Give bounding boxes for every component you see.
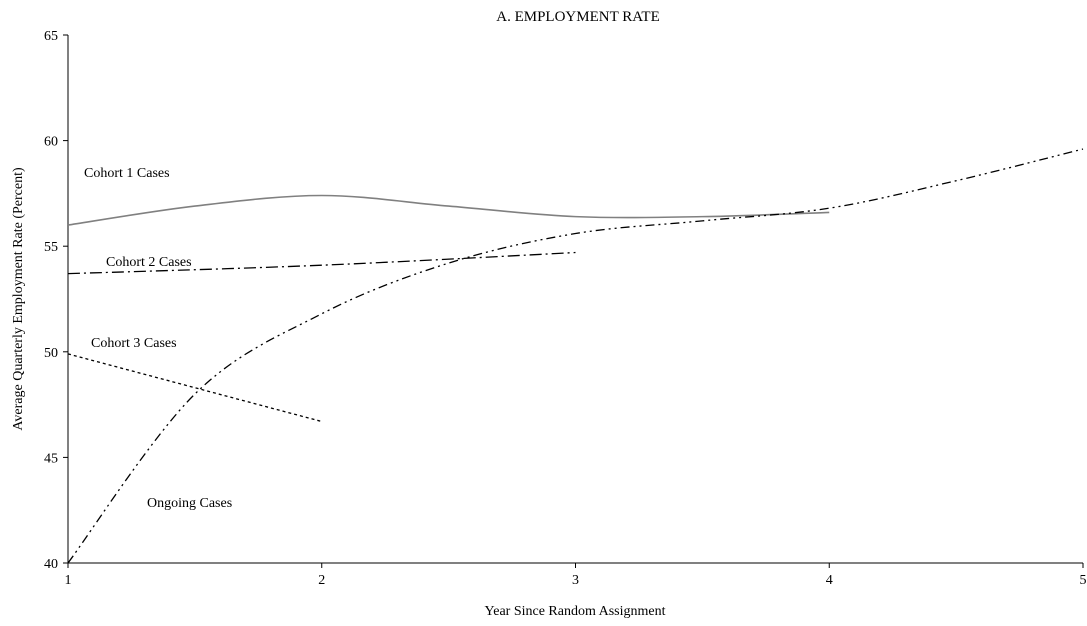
y-axis-ticks: 40 45 50 55 60 65 bbox=[44, 29, 68, 572]
series-lines bbox=[67, 148, 1084, 564]
y-tick-label: 50 bbox=[44, 346, 58, 361]
series-labels: Cohort 1 Cases Cohort 2 Cases Cohort 3 Cas… bbox=[84, 166, 232, 511]
x-tick-label: 5 bbox=[1080, 573, 1087, 588]
y-tick-label: 40 bbox=[44, 557, 58, 572]
y-axis-title: Average Quarterly Employment Rate (Perce… bbox=[11, 167, 26, 431]
series-line-cohort-2-cases bbox=[67, 251, 576, 275]
x-axis-title: Year Since Random Assignment bbox=[485, 604, 666, 619]
x-tick-label: 1 bbox=[65, 573, 72, 588]
x-tick-label: 4 bbox=[826, 573, 833, 588]
y-tick-label: 45 bbox=[44, 451, 58, 466]
series-label-ongoing-cases: Ongoing Cases bbox=[147, 496, 232, 511]
x-tick-label: 3 bbox=[572, 573, 579, 588]
y-tick-label: 55 bbox=[44, 240, 58, 255]
series-line-ongoing-cases bbox=[67, 148, 1084, 564]
series-label-cohort-2-cases: Cohort 2 Cases bbox=[106, 255, 192, 270]
series-label-cohort-3-cases: Cohort 3 Cases bbox=[91, 336, 177, 351]
y-tick-label: 60 bbox=[44, 135, 58, 150]
chart-title: A. EMPLOYMENT RATE bbox=[496, 9, 659, 25]
series-line-cohort-3-cases bbox=[67, 353, 322, 423]
series-line-cohort-1-cases bbox=[67, 194, 830, 226]
x-tick-label: 2 bbox=[318, 573, 325, 588]
x-axis-ticks: 1 2 3 4 5 bbox=[65, 563, 1087, 588]
y-tick-label: 65 bbox=[44, 29, 58, 44]
series-label-cohort-1-cases: Cohort 1 Cases bbox=[84, 166, 170, 181]
